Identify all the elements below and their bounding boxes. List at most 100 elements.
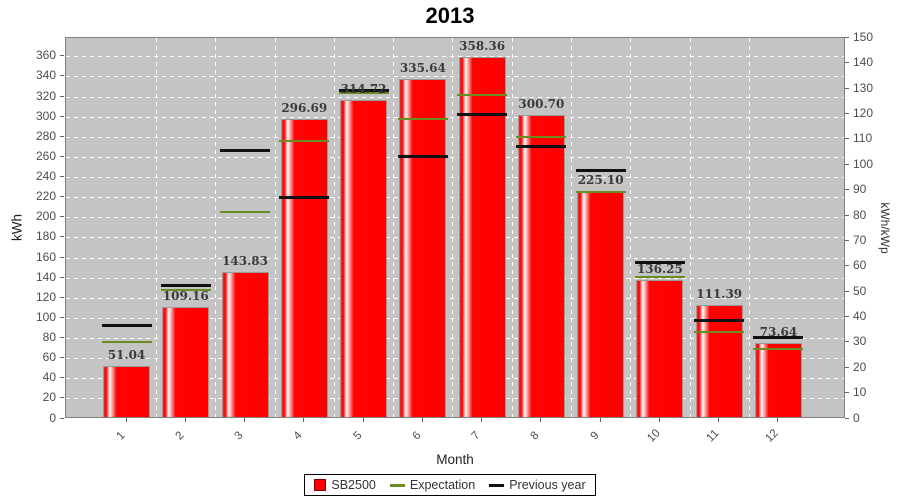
- y-axis-left-tick: [60, 357, 64, 359]
- legend-item-previous-year: Previous year: [489, 478, 586, 492]
- expectation-marker: [338, 92, 389, 95]
- bar-month-1: [103, 365, 150, 417]
- grid-line-vertical: [215, 38, 217, 417]
- y-axis-right-tick: [845, 392, 849, 394]
- x-axis-tick-label: 10: [645, 427, 663, 445]
- bar-value-label: 111.39: [696, 286, 743, 301]
- y-axis-right-tick-label: 10: [853, 385, 867, 400]
- previous-year-marker: [575, 169, 626, 173]
- grid-line-horizontal: [66, 197, 844, 199]
- y-axis-left-tick: [60, 397, 64, 399]
- grid-line-vertical: [393, 38, 395, 417]
- previous-year-marker: [279, 196, 330, 200]
- x-axis-tick: [540, 418, 542, 422]
- bar-month-12: [754, 342, 802, 417]
- y-axis-left-tick: [60, 216, 64, 218]
- grid-line-horizontal: [66, 277, 844, 279]
- legend-item-sb2500: SB2500: [314, 478, 376, 492]
- chart-title: 2013: [425, 3, 475, 28]
- bar-month-2: [162, 307, 210, 417]
- left-axis-title: kWh: [9, 214, 25, 241]
- y-axis-right-tick: [845, 189, 849, 191]
- y-axis-right-tick: [845, 62, 849, 64]
- bar-month-7: [458, 56, 506, 417]
- x-axis-title: Month: [436, 452, 474, 467]
- x-axis-tick: [718, 418, 720, 422]
- y-axis-left-tick-label: 20: [42, 390, 56, 405]
- x-axis-tick: [184, 418, 186, 422]
- y-axis-left-tick-label: 120: [35, 289, 56, 304]
- grid-line-vertical: [689, 38, 691, 417]
- grid-line-horizontal: [66, 56, 844, 58]
- x-axis-tick-label: 8: [528, 429, 542, 443]
- grid-line-horizontal: [66, 257, 844, 259]
- grid-line-vertical: [511, 38, 513, 417]
- grid-line-vertical: [630, 38, 632, 417]
- y-axis-left-tick: [60, 256, 64, 258]
- x-axis-tick-label: 9: [588, 429, 602, 443]
- bar-value-label: 143.83: [222, 254, 268, 269]
- y-axis-left-tick: [60, 236, 64, 238]
- y-axis-left-tick-label: 240: [35, 169, 56, 184]
- previous-year-marker: [753, 336, 804, 340]
- x-axis-tick: [244, 418, 246, 422]
- bar-month-10: [636, 279, 684, 417]
- previous-year-marker: [516, 144, 567, 148]
- legend-label-previous-year: Previous year: [509, 478, 586, 492]
- expectation-marker: [279, 140, 330, 143]
- previous-year-marker: [457, 112, 508, 116]
- bar-value-label: 136.25: [636, 261, 683, 276]
- y-axis-left-tick-label: 180: [35, 229, 56, 244]
- y-axis-left-tick: [60, 337, 64, 339]
- grid-line-horizontal: [66, 297, 844, 299]
- grid-line-horizontal: [66, 237, 844, 239]
- bar-month-11: [695, 304, 743, 417]
- legend-label-expectation: Expectation: [409, 478, 476, 492]
- y-axis-left-tick: [60, 276, 64, 278]
- y-axis-left-tick: [60, 75, 64, 77]
- x-axis-tick: [362, 418, 364, 422]
- y-axis-right-tick: [845, 37, 849, 38]
- legend-label-sb2500: SB2500: [331, 478, 376, 492]
- x-axis-tick: [421, 418, 423, 422]
- y-axis-left-tick-label: 40: [42, 370, 56, 385]
- bar-month-3: [221, 272, 269, 417]
- plot-area: 51.04 109.16 143.83 296.69 314.72 335.64 358.3…: [65, 37, 845, 418]
- legend-box: SB2500 Expectation Previous year: [304, 474, 596, 496]
- y-axis-right-tick-label: 60: [853, 258, 867, 273]
- y-axis-right-tick-label: 150: [853, 30, 874, 44]
- y-axis-right-tick: [845, 366, 849, 368]
- grid-line-horizontal: [66, 136, 844, 138]
- grid-line-horizontal: [66, 217, 844, 219]
- y-axis-right-tick-label: 20: [853, 359, 867, 374]
- grid-line-horizontal: [66, 156, 844, 158]
- bar-value-label: 51.04: [107, 347, 146, 362]
- y-axis-right-tick: [845, 87, 849, 89]
- y-axis-right-tick: [845, 239, 849, 241]
- y-axis-left-tick-label: 260: [35, 148, 56, 163]
- y-axis-right-tick-label: 90: [853, 182, 867, 197]
- legend: SB2500 Expectation Previous year: [0, 474, 900, 496]
- bar-series-swatch-icon: [314, 479, 327, 491]
- x-axis-tick-label: 11: [704, 427, 722, 445]
- expectation-marker: [753, 347, 804, 350]
- grid-line-horizontal: [66, 116, 844, 118]
- y-axis-left-tick-label: 320: [35, 88, 56, 103]
- y-axis-left-tick-label: 0: [49, 410, 56, 425]
- legend-item-expectation: Expectation: [389, 478, 476, 492]
- y-axis-right-tick-label: 30: [853, 334, 867, 349]
- bar-month-4: [280, 118, 328, 417]
- y-axis-left-tick-label: 100: [35, 309, 56, 324]
- y-axis-right-tick-label: 50: [853, 283, 867, 298]
- y-axis-right-tick-label: 130: [853, 80, 874, 95]
- y-axis-left-tick-label: 280: [35, 128, 56, 143]
- y-axis-left-tick-label: 140: [35, 269, 56, 284]
- bar-value-label: 296.69: [281, 100, 328, 115]
- expectation-line-swatch-icon: [389, 483, 405, 487]
- x-axis-tick: [303, 418, 305, 422]
- grid-line-vertical: [748, 38, 750, 417]
- bar-month-9: [577, 190, 625, 417]
- y-axis-right-tick-label: 0: [853, 410, 860, 425]
- y-axis-right-tick: [845, 265, 849, 267]
- grid-line-vertical: [156, 38, 158, 417]
